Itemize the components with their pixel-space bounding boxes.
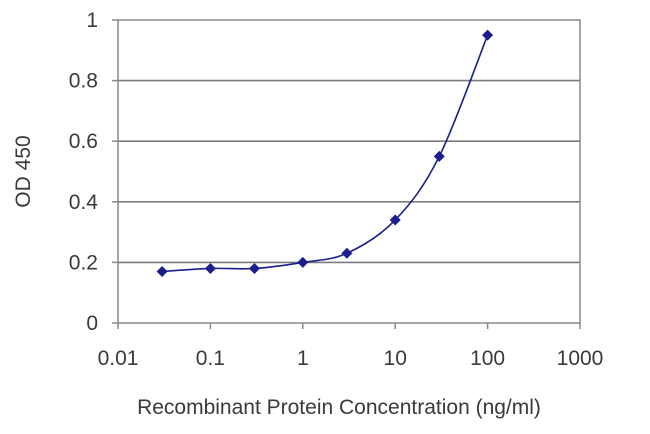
y-tick-label-3: 0.6: [69, 130, 98, 153]
x-tick-label-4: 100: [470, 347, 505, 370]
x-tick-label-3: 10: [384, 347, 407, 370]
x-axis-title: Recombinant Protein Concentration (ng/ml…: [137, 396, 541, 419]
data-point-0: [156, 265, 168, 277]
x-tick-label-1: 0.1: [196, 347, 225, 370]
fit-curve: [162, 34, 489, 273]
y-axis-title: OD 450: [12, 135, 35, 207]
data-point-6: [433, 150, 445, 162]
data-point-7: [482, 29, 494, 41]
x-tick-label-5: 1000: [557, 347, 604, 370]
plot-frame: [117, 19, 581, 324]
y-tick-label-4: 0.8: [69, 70, 98, 93]
data-point-5: [389, 214, 401, 226]
data-points: [156, 29, 494, 277]
y-axis-ticks: 0 0.2 0.4 0.6 0.8 1: [69, 9, 118, 335]
data-point-2: [248, 262, 260, 274]
data-point-4: [341, 247, 353, 259]
data-point-3: [297, 256, 309, 268]
y-tick-label-1: 0.2: [69, 251, 98, 274]
x-tick-label-2: 1: [297, 347, 309, 370]
y-tick-label-0: 0: [86, 312, 98, 335]
x-tick-label-0: 0.01: [98, 347, 139, 370]
data-point-1: [204, 262, 216, 274]
y-tick-label-5: 1: [86, 9, 98, 32]
y-tick-label-2: 0.4: [69, 191, 99, 214]
gridlines: [118, 79, 580, 264]
x-axis-ticks: 0.01 0.1 1 10 100 1000: [98, 323, 604, 370]
